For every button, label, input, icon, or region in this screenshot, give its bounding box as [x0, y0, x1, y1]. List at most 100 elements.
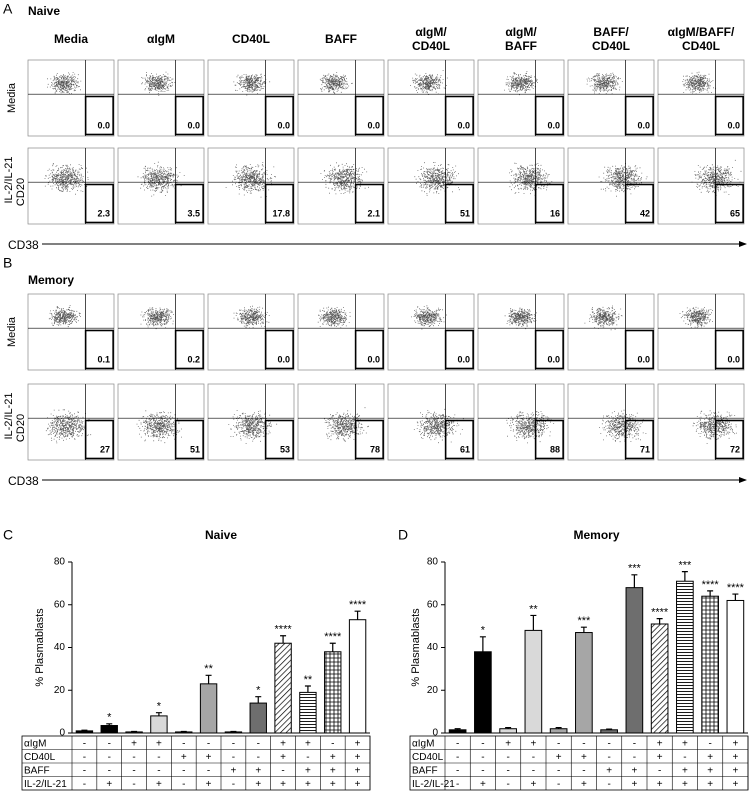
condition-label: CD40L [412, 39, 450, 53]
bar [575, 632, 593, 734]
gate-value: 0.0 [277, 120, 290, 130]
row-label: IL-2/IL-21 [3, 392, 15, 439]
significance: * [107, 712, 112, 724]
table-mark: - [557, 765, 560, 776]
x-axis-label: CD38 [8, 474, 39, 488]
table-mark: + [556, 752, 562, 763]
table-mark: - [456, 765, 459, 776]
table-mark: - [83, 752, 86, 763]
table-mark: - [481, 765, 484, 776]
chart-title: Memory [573, 528, 619, 542]
table-mark: + [606, 765, 612, 776]
gate-value: 78 [370, 444, 380, 454]
error-bar [732, 593, 739, 601]
flow-dots [317, 306, 351, 329]
table-mark: - [557, 738, 560, 749]
gate-box [84, 419, 114, 460]
error-bar [631, 574, 638, 588]
significance: **** [727, 582, 745, 594]
table-mark: - [132, 779, 135, 790]
table-mark: - [157, 752, 160, 763]
flow-dots [599, 409, 647, 443]
gate-value: 65 [730, 208, 740, 218]
gate-box [84, 95, 114, 136]
gate-box [534, 329, 564, 370]
error-bar [280, 635, 287, 644]
significance: * [157, 701, 162, 713]
table-mark: + [732, 752, 738, 763]
table-row-label: CD40L [24, 752, 56, 763]
table-mark: + [581, 752, 587, 763]
table-mark: - [182, 779, 185, 790]
table-mark: - [481, 752, 484, 763]
table-mark: - [83, 738, 86, 749]
bar [100, 725, 118, 734]
flow-plot [387, 293, 475, 371]
gate-box [624, 95, 654, 136]
table-mark: + [682, 779, 688, 790]
y-tick-label: 20 [427, 685, 439, 696]
table-mark: + [530, 738, 536, 749]
gate-box [534, 183, 564, 224]
y-tick-label: 80 [54, 557, 66, 568]
gate-value: 0.0 [367, 354, 380, 364]
gate-value: 0.0 [637, 354, 650, 364]
table-mark: + [631, 779, 637, 790]
table-mark: - [708, 738, 711, 749]
gate-value: 0.0 [547, 120, 560, 130]
flow-dots [506, 411, 555, 444]
gate-value: 2.1 [367, 208, 380, 218]
table-mark: - [306, 752, 309, 763]
table-mark: - [157, 765, 160, 776]
gate-value: 0.0 [727, 120, 740, 130]
x-axis-label: CD38 [8, 238, 39, 252]
table-mark: - [633, 752, 636, 763]
flow-dots [47, 72, 82, 95]
gate-value: 2.3 [97, 208, 110, 218]
flow-plot [297, 293, 385, 371]
table-mark: - [108, 765, 111, 776]
flow-plot [477, 147, 565, 225]
gate-box [84, 183, 114, 224]
table-row-label: BAFF [412, 765, 438, 776]
gate-value: 0.0 [367, 120, 380, 130]
gate-box [354, 183, 384, 224]
gate-value: 27 [100, 444, 110, 454]
table-row-label: IL-2/IL-21 [412, 779, 455, 790]
y-axis-label: CD20 [15, 414, 27, 442]
gate-value: 3.5 [187, 208, 200, 218]
condition-label: BAFF [505, 39, 537, 53]
condition-label: Media [54, 32, 88, 46]
gate-box [354, 95, 384, 136]
table-mark: + [355, 752, 361, 763]
y-axis-label: % Plasmablasts [34, 608, 46, 687]
table-mark: - [207, 765, 210, 776]
flow-plot [297, 147, 385, 225]
table-mark: + [330, 752, 336, 763]
bar [274, 642, 292, 734]
table-mark: - [257, 752, 260, 763]
gate-box [174, 419, 204, 460]
table-mark: - [257, 738, 260, 749]
significance: * [256, 685, 261, 697]
bar [726, 599, 745, 734]
gate-box [84, 329, 114, 370]
flow-plot [207, 383, 295, 461]
condition-label: CD40L [232, 32, 270, 46]
table-mark: + [305, 779, 311, 790]
flow-dots [411, 305, 447, 330]
table-mark: + [206, 779, 212, 790]
gate-value: 71 [640, 444, 650, 454]
table-mark: - [582, 738, 585, 749]
gate-box [174, 329, 204, 370]
flow-dots [324, 407, 369, 442]
gate-value: 0.0 [457, 120, 470, 130]
gate-box [714, 419, 744, 460]
table-row-label: IL-2/IL-21 [24, 779, 67, 790]
bar [299, 691, 317, 734]
error-bar [505, 727, 512, 729]
table-mark: + [156, 779, 162, 790]
gate-box [354, 329, 384, 370]
condition-label: BAFF/ [593, 25, 629, 39]
table-mark: - [557, 779, 560, 790]
